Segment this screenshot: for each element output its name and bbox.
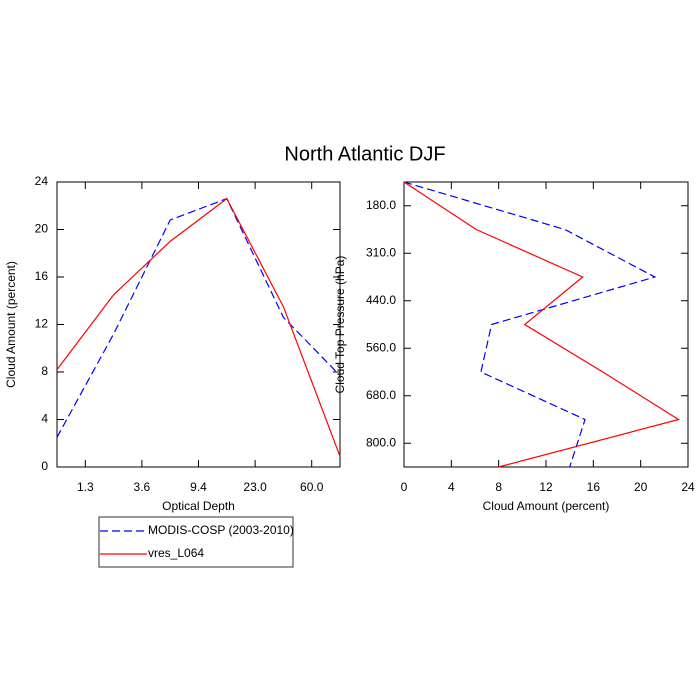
y-tick-label: 680.0	[366, 388, 396, 402]
y-tick-label: 0	[41, 459, 48, 473]
y-tick-label: 16	[35, 269, 49, 283]
series-line	[403, 181, 681, 468]
y-tick-label: 20	[35, 222, 49, 236]
x-tick-label: 1.3	[77, 480, 94, 494]
series-line	[56, 197, 341, 457]
x-tick-label: 3.6	[134, 480, 151, 494]
legend-label: MODIS-COSP (2003-2010)	[148, 523, 294, 537]
y-tick-label: 8	[41, 364, 48, 378]
x-tick-label: 60.0	[300, 480, 324, 494]
y-tick-label: 180.0	[366, 198, 396, 212]
series-line	[56, 197, 341, 438]
x-tick-label: 24	[681, 480, 695, 494]
y-tick-label: 440.0	[366, 293, 396, 307]
x-tick-label: 4	[448, 480, 455, 494]
y-tick-label: 24	[35, 174, 49, 188]
x-tick-label: 9.4	[190, 480, 207, 494]
x-axis-label: Cloud Amount (percent)	[483, 499, 610, 513]
x-tick-label: 0	[401, 480, 408, 494]
x-tick-label: 23.0	[243, 480, 267, 494]
y-tick-label: 560.0	[366, 340, 396, 354]
y-tick-label: 12	[35, 317, 49, 331]
y-tick-label: 310.0	[366, 245, 396, 259]
plot-frame	[403, 181, 689, 468]
x-tick-label: 8	[495, 480, 502, 494]
legend-label: vres_L064	[148, 546, 204, 560]
x-tick-label: 16	[587, 480, 601, 494]
x-axis-label: Optical Depth	[162, 499, 235, 513]
legend-frame	[98, 516, 294, 568]
series-line	[403, 181, 657, 468]
y-axis-label: Cloud Top Pressure (hPa)	[333, 256, 347, 394]
y-tick-label: 4	[41, 412, 48, 426]
chart-title: North Atlantic DJF	[284, 143, 445, 165]
plot-frame	[56, 181, 341, 468]
x-tick-label: 12	[539, 480, 553, 494]
y-axis-label: Cloud Amount (percent)	[4, 261, 18, 388]
y-tick-label: 800.0	[366, 435, 396, 449]
x-tick-label: 20	[634, 480, 648, 494]
